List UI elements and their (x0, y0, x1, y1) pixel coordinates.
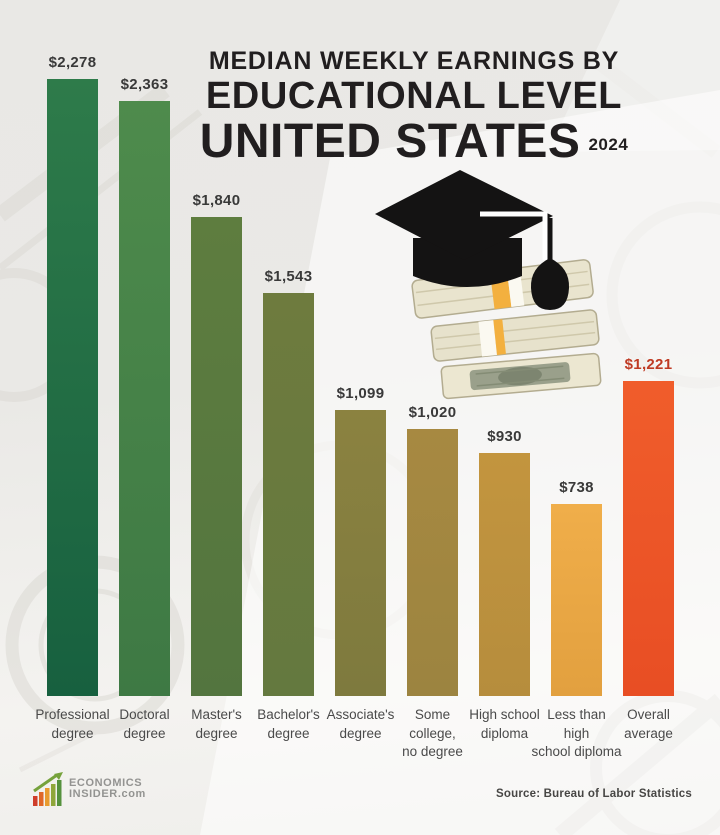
logo-text-economics: ECONOMICS (69, 776, 143, 789)
logo-bar-chart-icon (33, 772, 63, 806)
bar-value-label: $1,840 (192, 192, 241, 209)
economics-insider-logo: ECONOMICS INSIDER.com (32, 772, 146, 806)
bar (119, 101, 170, 696)
bar-value-label: $1,020 (408, 404, 457, 421)
bar-value-label: $2,363 (120, 76, 169, 93)
title-year: 2024 (588, 135, 629, 154)
logo-text-insider: INSIDER.com (69, 788, 146, 800)
bar (623, 381, 674, 696)
bar-category-label: Overall average (624, 707, 673, 741)
bar-value-label: $2,278 (48, 54, 97, 71)
title-united-states: UNITED STATES (199, 115, 581, 168)
title-line-1: MEDIAN WEEKLY EARNINGS BY (208, 47, 620, 75)
title-line-3: UNITED STATES 2024 (188, 117, 640, 177)
bar-value-label: $1,543 (264, 268, 313, 285)
bar-value-label: $1,099 (336, 385, 385, 402)
source-attribution: Source: Bureau of Labor Statistics (496, 788, 692, 800)
bar (551, 504, 602, 696)
bar-value-label: $930 (487, 428, 522, 445)
bar (263, 293, 314, 696)
bar (407, 429, 458, 696)
title-line-2: EDUCATIONAL LEVEL (205, 75, 623, 117)
bar-value-label: $738 (559, 479, 594, 496)
bar (47, 79, 98, 696)
bar (335, 410, 386, 696)
chart-title: MEDIAN WEEKLY EARNINGS BY EDUCATIONAL LE… (188, 46, 640, 177)
bar-value-label: $1,221 (624, 356, 673, 373)
bar (191, 217, 242, 696)
